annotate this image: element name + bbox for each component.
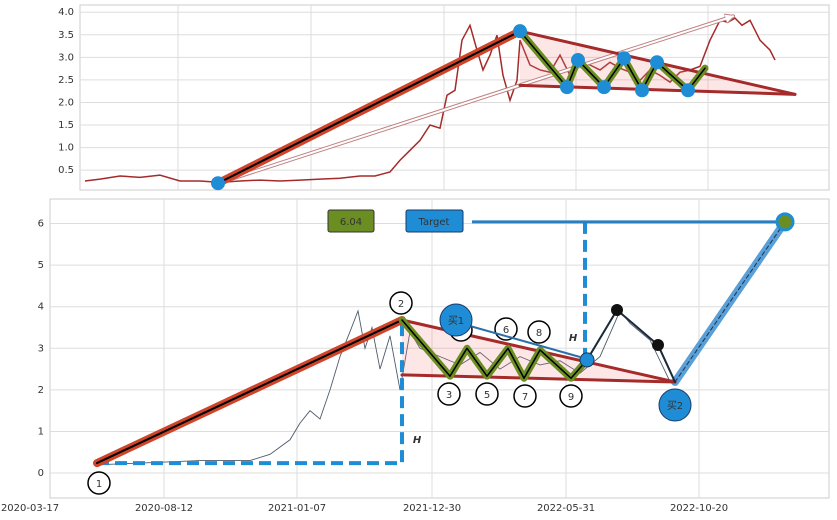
pivot-label: 1 [96, 479, 102, 490]
target-value-box [327, 209, 375, 233]
breakout-point [611, 304, 623, 317]
x-tick-label: 2022-05-31 [537, 503, 595, 514]
projection [674, 221, 786, 383]
y-tick-label: 2.0 [58, 97, 74, 108]
y-tick-label: 0 [38, 468, 44, 479]
pivot-label-circle [87, 471, 111, 495]
height-guide [97, 320, 404, 466]
x-tick-label: 2022-10-20 [670, 503, 728, 514]
y-tick-label: 2.5 [58, 75, 74, 86]
zigzag [401, 319, 588, 379]
target-point [775, 212, 795, 232]
pivot [513, 24, 527, 39]
zigzag-end [579, 352, 595, 368]
pivot [681, 83, 695, 98]
target-label: Target [418, 217, 450, 228]
y-tick-label: 1.5 [58, 120, 74, 131]
height-label: H [569, 333, 578, 344]
trend-line [96, 319, 403, 465]
pivot-label-circle [559, 384, 583, 408]
x-tick-label: 2021-12-30 [403, 503, 461, 514]
pivot-label-circle [389, 291, 413, 315]
x-tick-label: 2020-08-12 [135, 503, 193, 514]
pivot-label: 3 [446, 390, 452, 401]
y-tick-label: 2 [38, 385, 44, 396]
pivot-label: 9 [568, 392, 574, 403]
pivot-label: 7 [522, 392, 528, 403]
pivot-label-circle [475, 382, 499, 406]
pivot [211, 176, 225, 191]
trend-line [217, 30, 521, 185]
y-tick-label: 4 [38, 302, 44, 313]
y-tick-label: 6 [38, 219, 44, 230]
buy-label: 买2 [667, 400, 683, 412]
height-label: H [413, 435, 422, 446]
y-tick-label: 1.0 [58, 143, 74, 154]
y-tick-label: 4.0 [58, 7, 74, 18]
projection [217, 15, 734, 185]
pivot-label-circle [437, 382, 461, 406]
pivot-label: 2 [398, 299, 404, 310]
pivot-label: 8 [536, 328, 542, 339]
y-tick-label: 1 [38, 426, 44, 437]
pivot [617, 51, 631, 66]
y-tick-label: 3.0 [58, 52, 74, 63]
breakout [586, 309, 676, 383]
pivot [571, 53, 585, 68]
buy-circle [658, 388, 692, 422]
pivot [560, 80, 574, 95]
pivot-label: 5 [484, 390, 490, 401]
pivot-label-circle [513, 384, 537, 408]
target-value: 6.04 [340, 217, 362, 228]
y-tick-label: 0.5 [58, 165, 74, 176]
pivot [635, 83, 649, 98]
pivot [597, 80, 611, 95]
target-label-box [405, 209, 464, 233]
buy-arrow [469, 325, 581, 358]
pivot-label: 6 [503, 325, 509, 336]
y-tick-label: 3.5 [58, 30, 74, 41]
breakout-point [652, 338, 664, 351]
x-tick-label: 2021-01-07 [268, 503, 326, 514]
buy-circle [439, 303, 473, 337]
pivot [650, 55, 664, 70]
plot-area [79, 4, 830, 191]
y-tick-label: 5 [38, 260, 44, 271]
x-tick-label: 2020-03-17 [1, 503, 59, 514]
price-line [99, 309, 671, 466]
buy-label: 买1 [448, 315, 464, 327]
y-tick-label: 3 [38, 343, 44, 354]
pivot-label-circle [527, 320, 551, 344]
